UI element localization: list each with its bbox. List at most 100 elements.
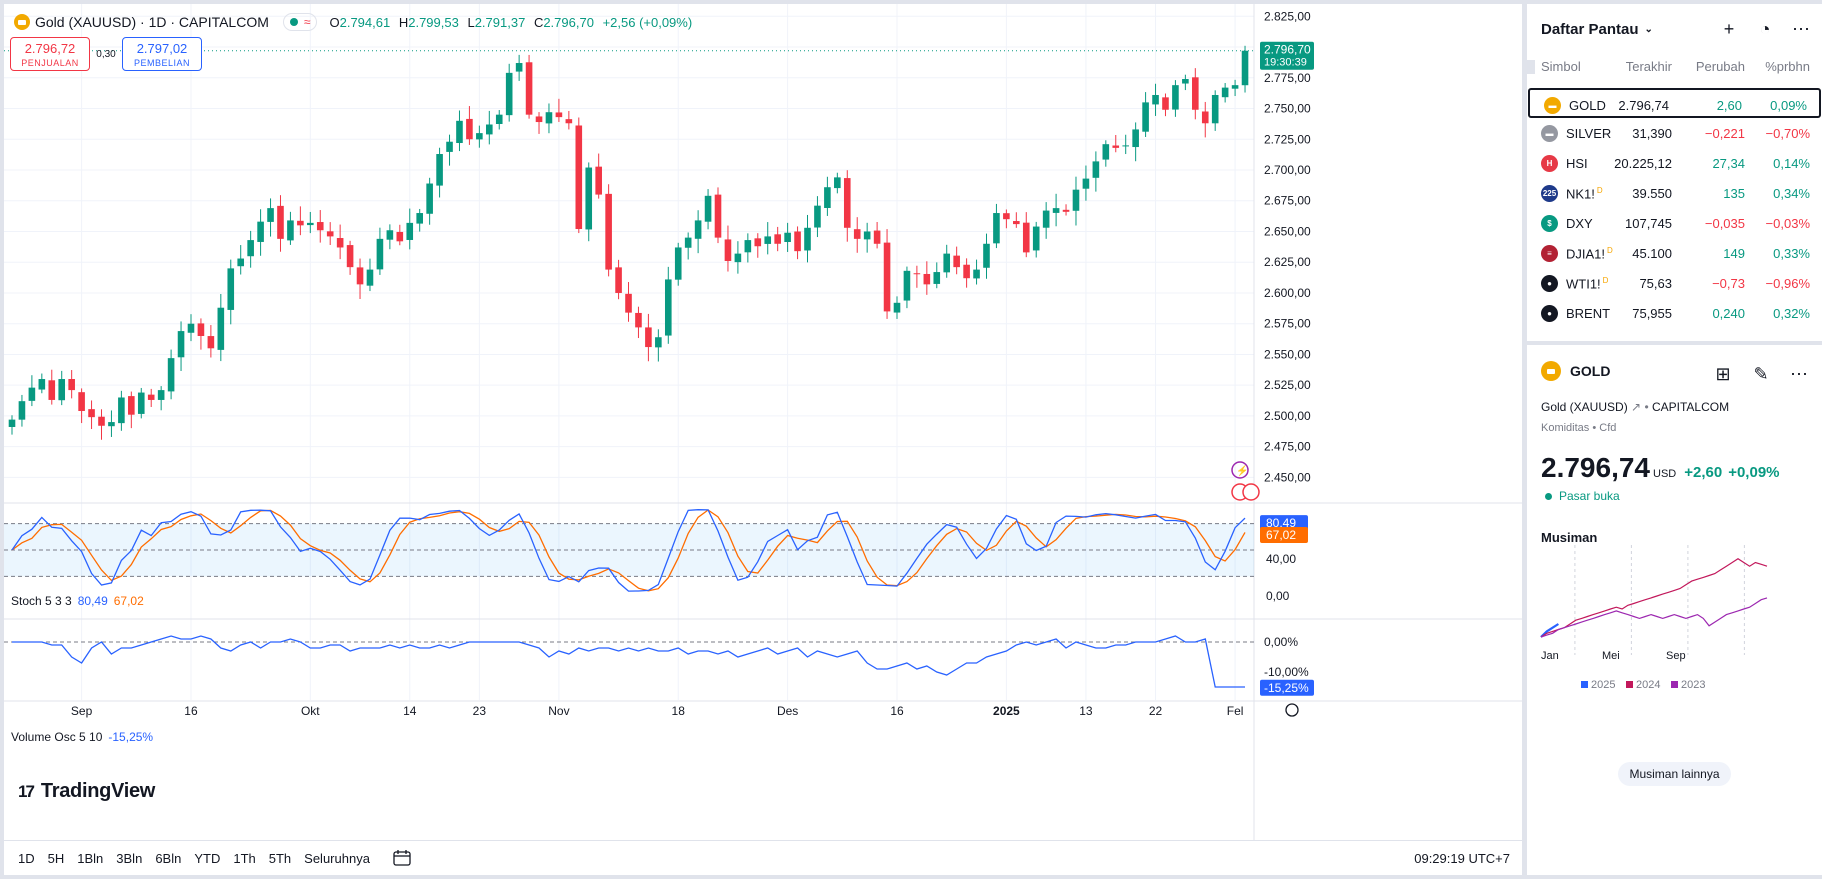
range-ytd[interactable]: YTD [194, 850, 221, 866]
watchlist-last: 31,390 [1632, 126, 1672, 141]
more-options-icon[interactable]: ⋯ [1790, 363, 1808, 384]
sell-button[interactable]: 2.796,72 PENJUALAN [10, 37, 90, 71]
buy-button[interactable]: 2.797,02 PEMBELIAN [122, 37, 202, 71]
time-axis-label: Sep [71, 704, 93, 718]
watchlist-pct: 0,32% [1773, 306, 1810, 321]
watchlist-last: 45.100 [1632, 246, 1672, 261]
tradingview-logo[interactable]: 17 TradingView [18, 780, 156, 802]
watchlist-row-silver[interactable]: ▬ SILVER 31,390 −0,221 −0,70% [1527, 118, 1822, 148]
edit-icon[interactable]: ✎ [1753, 363, 1769, 384]
candle-body [267, 208, 274, 222]
range-5h[interactable]: 5H [47, 850, 65, 866]
seasonal-chart[interactable]: Jan Mei Sep 2025 2024 2023 [1527, 545, 1822, 745]
stoch-d-tag [1260, 527, 1308, 544]
col-last[interactable]: Terakhir [1625, 59, 1672, 74]
candle-body [824, 187, 831, 208]
external-link-icon[interactable]: ↗ [1631, 400, 1642, 414]
range-1d[interactable]: 1D [18, 850, 35, 866]
candle-body [664, 279, 672, 336]
details-last-price: 2.796,74 [1541, 452, 1650, 483]
seasonal-legend-label: 2024 [1636, 679, 1660, 691]
watchlist-title[interactable]: Daftar Pantau ⌄ [1541, 20, 1653, 38]
candle-body [1082, 178, 1090, 189]
symbol-title[interactable]: Gold (XAUUSD) · 1D · CAPITALCOM [35, 14, 269, 30]
candle-body [525, 62, 533, 115]
details-price: 2.796,74 USD +2,60 +0,09% [1541, 452, 1786, 484]
watchlist-row-wti1[interactable]: ● WTI1! D 75,63 −0,73 −0,96% [1527, 268, 1822, 298]
calendar-icon[interactable] [392, 849, 412, 867]
candle-body [177, 331, 185, 358]
seasonal-title[interactable]: Musiman [1541, 530, 1598, 545]
settings-gear-icon[interactable] [1285, 703, 1299, 717]
market-status-pill[interactable]: ≈ [282, 13, 318, 31]
seasonal-legend-label: 2025 [1591, 679, 1615, 691]
price-axis-label: 2.700,00 [1264, 163, 1311, 177]
volume-axis-label: -10,00% [1264, 665, 1309, 679]
details-name: Gold (XAUUSD) ↗ • CAPITALCOM [1541, 400, 1730, 414]
volume-osc-legend[interactable]: Volume Osc 5 10 -15,25% [11, 730, 153, 744]
more-seasonals-button[interactable]: Musiman lainnya [1618, 762, 1731, 786]
candle-body [973, 269, 980, 279]
candle-body [147, 394, 155, 400]
candle-body [78, 392, 85, 412]
add-symbol-icon[interactable]: + [1723, 18, 1735, 39]
candle-body [1172, 85, 1179, 110]
watchlist-row-gold[interactable]: ▬ GOLD 2.796,74 2,60 0,09% [1528, 88, 1821, 118]
price-axis-label: 2.625,00 [1264, 255, 1311, 269]
chart-canvas[interactable]: 2.825,002.800,002.775,002.750,002.725,00… [4, 4, 1522, 840]
watchlist-row-hsi[interactable]: H HSI 20.225,12 27,34 0,14% [1527, 148, 1822, 178]
price-axis-label: 2.450,00 [1264, 470, 1311, 484]
range-1bln[interactable]: 1Bln [77, 850, 104, 866]
candle-body [257, 221, 264, 242]
range-6bln[interactable]: 6Bln [155, 850, 182, 866]
candle-body [346, 245, 354, 268]
column-resize-handle[interactable] [1527, 60, 1535, 74]
gold-bar-icon [14, 14, 30, 30]
pie-chart-icon[interactable]: ◔ [1759, 18, 1771, 39]
details-header[interactable]: GOLD [1541, 361, 1610, 381]
seasonal-axis-label: Sep [1666, 650, 1686, 662]
watchlist-row-brent[interactable]: ● BRENT 75,955 0,240 0,32% [1527, 298, 1822, 328]
stoch-legend[interactable]: Stoch 5 3 3 80,49 67,02 [11, 594, 144, 608]
range-1th[interactable]: 1Th [233, 850, 256, 866]
seasonal-legend-swatch [1581, 681, 1588, 688]
range-5th[interactable]: 5Th [268, 850, 292, 866]
candle-body [416, 213, 423, 224]
watchlist-row-nk1[interactable]: 225 NK1! D 39.550 135 0,34% [1527, 178, 1822, 208]
watchlist-pct: 0,09% [1770, 98, 1807, 113]
candle-body [316, 222, 324, 231]
candle-body [794, 231, 801, 252]
clock-timezone[interactable]: 09:29:19 UTC+7 [1414, 850, 1510, 866]
wave-icon: ≈ [303, 15, 311, 29]
details-category: Komiditas • Cfd [1541, 422, 1617, 434]
watchlist-symbol: WTI1! D [1566, 276, 1609, 292]
watchlist-pct: −0,96% [1765, 276, 1810, 291]
spread-value: 0,30 [96, 48, 116, 60]
col-symbol[interactable]: Simbol [1541, 59, 1581, 74]
more-options-icon[interactable]: ⋯ [1792, 18, 1810, 39]
market-status: Pasar buka [1545, 489, 1620, 503]
watchlist-row-djia1[interactable]: ≡ DJIA1! D 45.100 149 0,33% [1527, 238, 1822, 268]
watchlist-row-dxy[interactable]: $ DXY 107,745 −0,035 −0,03% [1527, 208, 1822, 238]
col-pct[interactable]: %prbhn [1765, 59, 1810, 74]
layout-grid-icon[interactable]: ⊞ [1715, 363, 1731, 384]
candle-body [1192, 77, 1199, 110]
watchlist-header: Daftar Pantau ⌄ [1527, 4, 1822, 54]
candle-body [1142, 102, 1149, 132]
candle-body [724, 239, 732, 261]
col-change[interactable]: Perubah [1695, 59, 1745, 74]
candle-body [843, 178, 851, 228]
range-3bln[interactable]: 3Bln [116, 850, 143, 866]
chart-pane[interactable]: 2.825,002.800,002.775,002.750,002.725,00… [4, 4, 1522, 875]
silver-bar-icon: ▬ [1541, 125, 1558, 142]
candle-body [714, 194, 722, 238]
watchlist-pct: 0,33% [1773, 246, 1810, 261]
range-seluruhnya[interactable]: Seluruhnya [304, 850, 370, 866]
price-axis-label: 2.575,00 [1264, 317, 1311, 331]
time-axis-label: Nov [548, 704, 569, 718]
tradingview-mark-icon: 17 [18, 781, 35, 801]
candle-body [1132, 129, 1139, 148]
watchlist-change: 27,34 [1712, 156, 1745, 171]
candle-body [88, 409, 95, 418]
candle-body [8, 419, 16, 427]
